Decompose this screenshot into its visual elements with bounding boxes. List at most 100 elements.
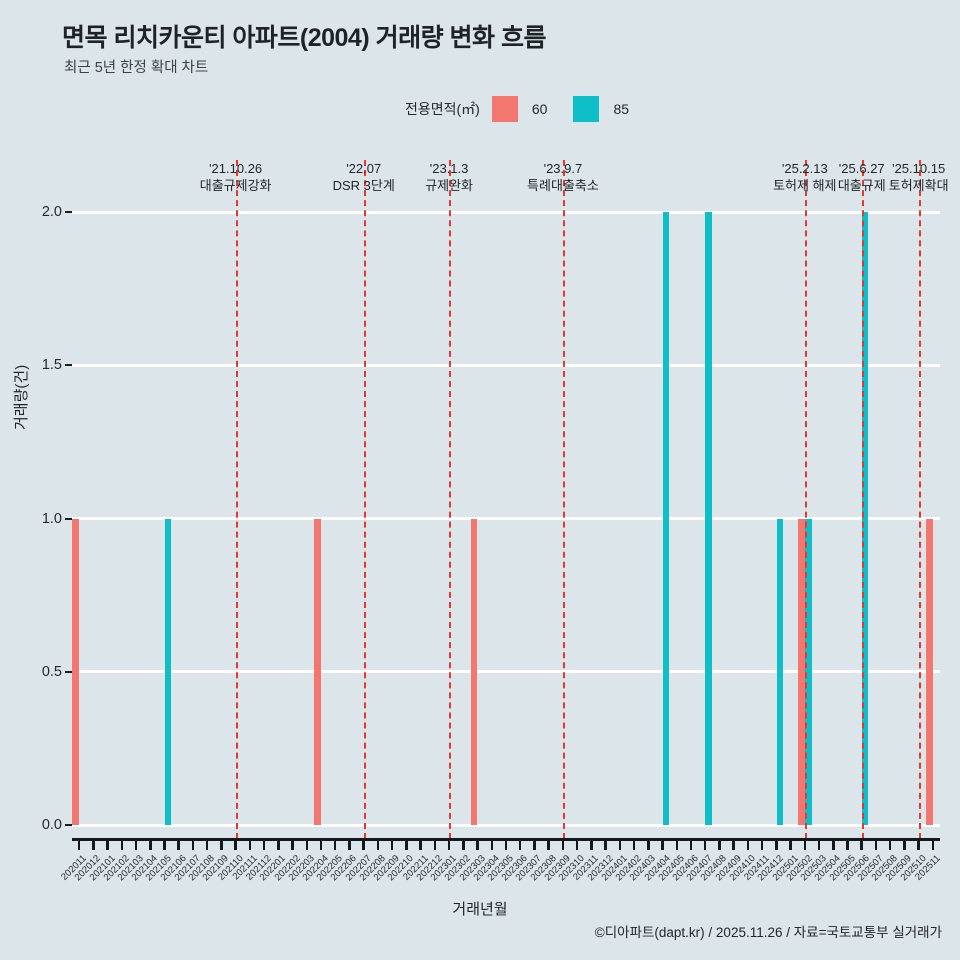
y-axis-tick-mark bbox=[65, 211, 72, 213]
gridline bbox=[72, 517, 940, 520]
event-marker-label: '23.9.7 특례대출축소 bbox=[527, 161, 599, 193]
x-axis-tick-mark bbox=[348, 838, 351, 850]
y-axis-tick-label: 2.0 bbox=[41, 204, 62, 220]
y-axis-tick-mark bbox=[65, 824, 72, 826]
x-axis-tick-mark bbox=[888, 838, 892, 850]
chart-legend: 전용면적(㎡) 60 85 bbox=[405, 96, 629, 122]
legend-label-60: 60 bbox=[531, 101, 548, 117]
x-axis-tick-mark bbox=[447, 838, 451, 850]
x-axis-tick-mark bbox=[333, 838, 337, 850]
event-marker-line bbox=[363, 160, 366, 839]
legend-label-85: 85 bbox=[613, 101, 630, 117]
y-axis-tick-label: 0.0 bbox=[41, 817, 62, 833]
x-axis-title: 거래년월 bbox=[452, 901, 508, 918]
x-axis-tick-mark bbox=[205, 838, 209, 850]
x-axis-tick-mark bbox=[277, 838, 280, 850]
x-axis-tick-mark bbox=[433, 838, 437, 850]
chart-subtitle: 최근 5년 한정 확대 차트 bbox=[64, 60, 209, 76]
x-axis-tick-mark bbox=[220, 838, 223, 850]
bar bbox=[861, 212, 869, 825]
x-axis-tick-mark bbox=[703, 838, 707, 850]
x-axis-tick-mark bbox=[77, 838, 81, 850]
x-axis-tick-mark bbox=[319, 838, 323, 850]
x-axis-tick-mark bbox=[120, 838, 124, 850]
plot-area: 0.0 0.5 1.0 1.5 2.0 bbox=[42, 160, 940, 839]
event-marker-label: '25.10.15 토허제확대 bbox=[888, 161, 949, 193]
x-axis-tick-mark bbox=[547, 838, 550, 850]
event-marker-line bbox=[235, 160, 238, 839]
x-axis-tick-mark bbox=[789, 838, 792, 850]
y-axis-tick-mark bbox=[65, 670, 72, 673]
bar bbox=[705, 212, 712, 825]
bar bbox=[805, 518, 812, 825]
bar bbox=[72, 518, 79, 825]
y-axis-tick-label: 0.5 bbox=[41, 663, 62, 680]
x-axis-tick-mark bbox=[362, 838, 365, 850]
legend-title: 전용면적(㎡) bbox=[405, 101, 480, 117]
x-axis-tick-mark bbox=[661, 838, 664, 850]
bar bbox=[662, 212, 670, 825]
bar bbox=[314, 518, 321, 825]
bar bbox=[776, 518, 784, 825]
x-axis-tick-mark bbox=[134, 838, 138, 850]
x-axis-tick-mark bbox=[234, 838, 237, 850]
x-axis-tick-mark bbox=[305, 838, 309, 850]
gridline bbox=[72, 363, 940, 367]
y-axis-title: 거래량(건) bbox=[13, 364, 30, 430]
x-axis-tick-mark bbox=[675, 838, 678, 850]
chart-title: 면목 리치카운티 아파트(2004) 거래량 변화 흐름 bbox=[62, 24, 547, 52]
event-marker-label: '21.10.26 대출규제강화 bbox=[199, 161, 272, 193]
event-marker-line bbox=[804, 160, 807, 839]
event-marker-line bbox=[562, 160, 565, 839]
x-axis-tick-mark bbox=[476, 838, 479, 850]
event-marker-label: '23.1.3 규제완화 bbox=[425, 161, 473, 193]
y-axis-tick-mark bbox=[65, 517, 72, 520]
x-axis-tick-mark bbox=[832, 838, 835, 850]
x-axis-tick-mark bbox=[732, 838, 735, 850]
x-axis-tick-mark bbox=[846, 838, 849, 850]
x-axis-tick-mark bbox=[291, 838, 294, 850]
y-axis-tick-mark bbox=[65, 364, 72, 367]
x-axis-tick-mark bbox=[149, 838, 152, 850]
x-axis-tick-mark bbox=[191, 838, 195, 850]
x-axis-tick-mark bbox=[504, 838, 508, 850]
gridline bbox=[72, 670, 940, 674]
x-axis-tick-mark bbox=[931, 838, 935, 850]
x-axis-tick-mark bbox=[718, 838, 721, 850]
x-axis-tick-mark bbox=[817, 838, 821, 850]
x-axis-tick-mark bbox=[860, 838, 863, 850]
x-axis-tick-mark bbox=[490, 838, 494, 850]
x-axis-tick-mark bbox=[248, 838, 252, 850]
x-axis-tick-mark bbox=[803, 838, 807, 850]
event-marker-line bbox=[861, 160, 864, 839]
x-axis-tick-mark bbox=[262, 838, 266, 850]
bar bbox=[470, 518, 478, 825]
x-axis-tick-mark bbox=[376, 838, 380, 850]
x-axis-tick-mark bbox=[874, 838, 878, 850]
x-axis-tick-mark bbox=[590, 838, 593, 850]
x-axis-tick-mark bbox=[405, 838, 408, 850]
x-axis-tick-mark bbox=[533, 838, 536, 850]
footer-credit: ©디아파트(dapt.kr) / 2025.11.26 / 자료=국토교통부 실… bbox=[594, 925, 942, 940]
x-axis-tick-mark bbox=[518, 838, 522, 850]
event-marker-line bbox=[449, 160, 452, 839]
x-axis-tick-mark bbox=[561, 838, 565, 850]
event-marker-line bbox=[918, 160, 921, 839]
bar bbox=[164, 518, 172, 825]
x-axis-tick-mark bbox=[746, 838, 750, 850]
event-marker-label: '25.2.13 토허제 해제 bbox=[773, 161, 837, 193]
x-axis-tick-mark bbox=[689, 838, 693, 850]
x-axis-tick-mark bbox=[903, 838, 906, 850]
x-axis-tick-mark bbox=[917, 838, 920, 850]
x-axis-tick-mark bbox=[419, 838, 422, 850]
x-axis-tick-mark bbox=[163, 838, 166, 850]
x-axis-tick-mark bbox=[462, 838, 465, 850]
bar bbox=[926, 518, 933, 825]
x-axis-tick-mark bbox=[760, 838, 764, 850]
event-marker-label: '22.07 DSR 3단계 bbox=[332, 161, 395, 193]
x-axis-tick-mark bbox=[106, 838, 109, 850]
x-axis-tick-mark bbox=[92, 838, 95, 850]
x-axis-tick-mark bbox=[575, 838, 579, 850]
x-axis-tick-mark bbox=[632, 838, 636, 850]
